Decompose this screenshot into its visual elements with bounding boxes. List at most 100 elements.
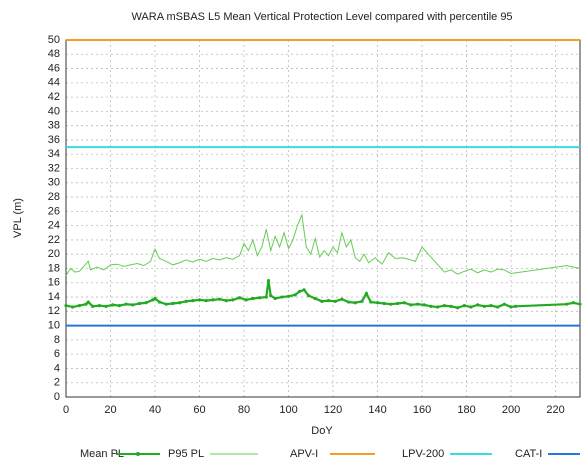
x-tick-label: 120 [324,404,342,416]
y-tick-label: 4 [54,362,60,374]
y-tick-label: 30 [48,177,60,189]
point [217,297,222,301]
point [293,293,297,297]
point [429,304,433,308]
point [375,301,380,305]
point [251,296,255,301]
point [353,301,357,305]
y-tick-label: 36 [48,134,60,146]
x-tick-label: 200 [502,404,520,416]
y-tick-label: 40 [48,105,60,117]
point [502,302,506,306]
series-line [65,213,581,276]
x-axis-label: DoY [311,425,333,437]
point [144,301,148,305]
x-tick-label: 180 [457,404,475,416]
point [280,295,284,299]
y-tick-label: 32 [48,162,60,174]
y-tick-label: 34 [48,148,60,160]
y-tick-label: 18 [48,262,60,274]
point [224,299,228,303]
x-tick-label: 20 [104,404,116,416]
point [395,301,400,306]
point [565,302,569,306]
point [264,295,268,299]
y-tick-label: 20 [48,248,60,260]
y-tick-label: 46 [48,62,60,74]
point [64,304,68,308]
point [313,296,317,301]
y-axis-label: VPL (m) [12,198,24,238]
point [364,291,368,296]
point [237,296,242,300]
y-tick-label: 2 [54,377,60,389]
point [382,301,386,306]
point [286,294,291,298]
y-tick-label: 10 [48,320,60,332]
point [191,299,195,303]
y-tick-label: 42 [48,91,60,103]
y-tick-label: 24 [48,220,60,232]
point [462,304,466,308]
point [84,302,88,306]
legend-label: APV-I [290,448,318,460]
point [97,304,101,308]
point [157,300,162,304]
x-tick-label: 100 [279,404,297,416]
point [104,304,108,308]
x-tick-label: 80 [238,404,250,416]
point [137,301,142,306]
y-tick-label: 6 [54,348,60,360]
point [302,288,306,292]
point [197,298,202,302]
x-tick-label: 40 [149,404,161,416]
point [211,298,215,302]
point [346,300,351,304]
y-tick-label: 38 [48,120,60,132]
point [177,301,182,305]
x-tick-label: 160 [413,404,431,416]
point [124,302,128,306]
y-tick-label: 26 [48,205,60,217]
y-tick-label: 8 [54,334,60,346]
point [482,304,486,308]
point [369,300,373,304]
point [204,299,208,303]
point [489,304,493,308]
point [360,299,364,303]
point [340,297,344,301]
point [402,301,406,305]
point [273,296,277,301]
point [513,304,518,308]
legend-marker [136,452,140,456]
point [578,302,582,306]
x-tick-label: 0 [63,404,69,416]
point [86,300,90,304]
point [91,304,95,308]
plot-frame [65,39,581,398]
point [496,305,500,309]
point [389,302,393,306]
point [117,304,122,308]
point [153,296,157,301]
point [415,302,420,306]
y-tick-label: 50 [48,34,60,46]
legend-label: Mean PL [80,448,124,460]
point [164,302,168,306]
point [571,301,575,305]
chart-title: WARA mSBAS L5 Mean Vertical Protection L… [131,11,512,23]
y-tick-label: 22 [48,234,60,246]
point [266,279,271,283]
point [509,305,513,309]
point [71,305,75,309]
point [422,303,426,307]
point [131,303,135,307]
point [469,305,473,309]
point [77,304,81,308]
point [244,298,248,302]
point [442,304,446,308]
point [333,299,337,303]
y-tick-label: 12 [48,305,60,317]
point [111,303,115,307]
